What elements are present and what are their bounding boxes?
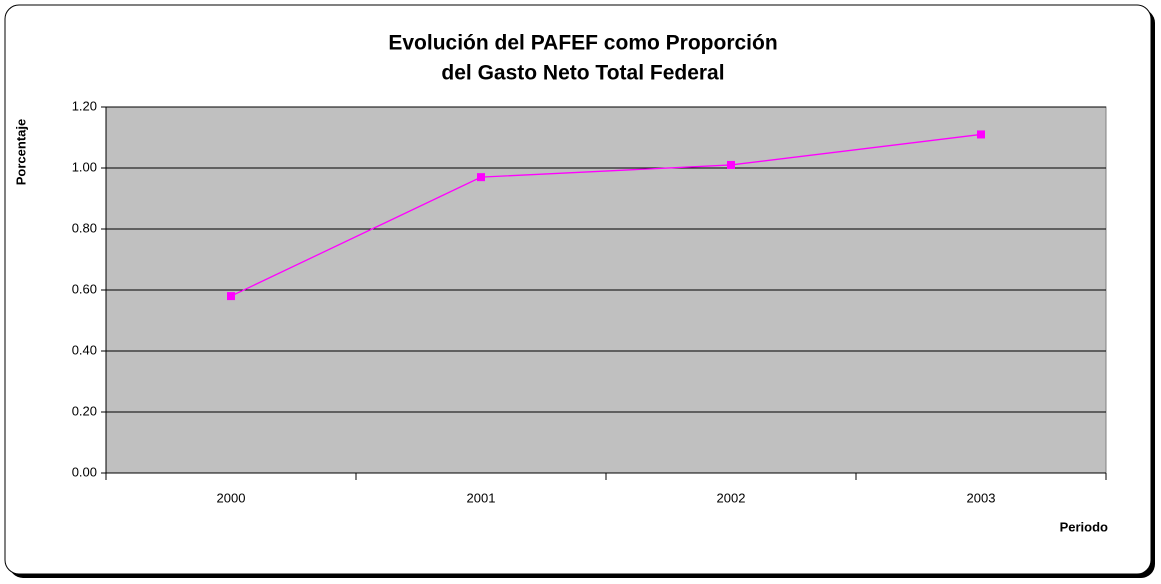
x-tick-label: 2001 [467,490,496,505]
series-line [230,133,982,297]
x-tick-label: 2002 [717,490,746,505]
y-tick-label: 0.00 [72,464,97,479]
chart-title: Evolución del PAFEF como Proporción [388,32,777,55]
y-tick-label: 1.20 [72,98,97,113]
y-tick-label: 0.40 [72,342,97,357]
y-axis-label: Porcentaje [13,119,28,185]
x-tick-label: 2003 [967,490,996,505]
chart-title: del Gasto Neto Total Federal [441,62,724,85]
point-marker [477,173,485,182]
y-tick-label: 0.80 [72,220,97,235]
point-marker [227,292,235,301]
y-tick-label: 0.60 [72,281,97,296]
y-tick-label: 1.00 [72,159,97,174]
point-marker [977,130,985,139]
y-tick-label: 0.20 [72,403,97,418]
point-marker [727,160,735,169]
x-axis-label: Periodo [1060,519,1108,534]
x-tick-label: 2000 [217,490,246,505]
